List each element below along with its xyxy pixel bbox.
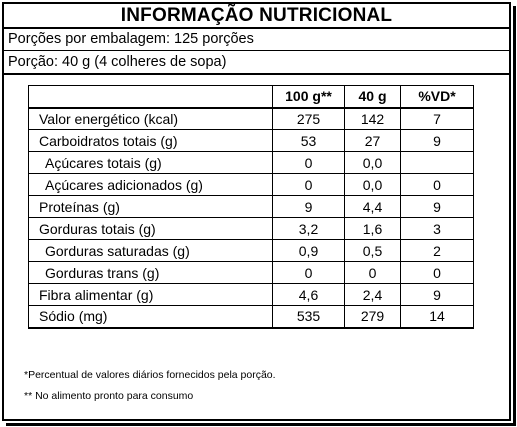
value-daily-percent: 14 — [400, 305, 474, 329]
value-per-100g: 4,6 — [272, 283, 345, 306]
nutrient-name: Proteínas (g) — [28, 195, 273, 218]
value-per-100g: 0 — [272, 173, 345, 196]
value-daily-percent: 9 — [400, 283, 474, 306]
value-per-40g: 279 — [344, 305, 401, 329]
value-per-40g: 0,0 — [344, 151, 401, 174]
value-per-40g: 1,6 — [344, 217, 401, 240]
table-row: Gorduras trans (g) 0 0 0 — [28, 261, 474, 284]
table-row: Açúcares adicionados (g) 0 0,0 0 — [28, 173, 474, 196]
table-row: Açúcares totais (g) 0 0,0 — [28, 151, 474, 174]
value-per-40g: 0 — [344, 261, 401, 284]
label-shadow-right — [513, 6, 516, 425]
value-per-100g: 3,2 — [272, 217, 345, 240]
nutrient-name: Sódio (mg) — [28, 305, 273, 329]
footnote-daily-value: *Percentual de valores diários fornecido… — [24, 369, 276, 381]
table-row: Valor energético (kcal) 275 142 7 — [28, 107, 474, 130]
table-row: Sódio (mg) 535 279 14 — [28, 305, 474, 329]
value-per-100g: 0 — [272, 261, 345, 284]
nutrient-name: Açúcares adicionados (g) — [28, 173, 273, 196]
table-row: Proteínas (g) 9 4,4 9 — [28, 195, 474, 218]
nutrient-name: Gorduras totais (g) — [28, 217, 273, 240]
value-per-40g: 0,0 — [344, 173, 401, 196]
nutrient-name: Gorduras saturadas (g) — [28, 239, 273, 262]
servings-per-package: Porções por embalagem: 125 porções — [8, 31, 254, 47]
value-per-40g: 0,5 — [344, 239, 401, 262]
value-daily-percent: 3 — [400, 217, 474, 240]
label-shadow-bottom — [6, 423, 516, 426]
table-row: Gorduras saturadas (g) 0,9 0,5 2 — [28, 239, 474, 262]
value-per-100g: 275 — [272, 107, 345, 130]
table-row: Gorduras totais (g) 3,2 1,6 3 — [28, 217, 474, 240]
nutrition-table: 100 g** 40 g %VD* Valor energético (kcal… — [28, 85, 474, 329]
nutrition-facts-label: INFORMAÇÃO NUTRICIONAL Porções por embal… — [2, 2, 511, 421]
value-per-100g: 0 — [272, 151, 345, 174]
value-daily-percent: 2 — [400, 239, 474, 262]
value-daily-percent: 0 — [400, 261, 474, 284]
value-per-100g: 535 — [272, 305, 345, 329]
table-header-row: 100 g** 40 g %VD* — [28, 85, 474, 109]
value-daily-percent: 9 — [400, 195, 474, 218]
value-daily-percent: 7 — [400, 107, 474, 130]
nutrient-name: Valor energético (kcal) — [28, 107, 273, 130]
header-per-100g: 100 g** — [272, 85, 345, 109]
value-daily-percent: 0 — [400, 173, 474, 196]
nutrient-name: Fibra alimentar (g) — [28, 283, 273, 306]
label-title: INFORMAÇÃO NUTRICIONAL — [4, 4, 509, 29]
nutrient-name: Gorduras trans (g) — [28, 261, 273, 284]
nutrient-name: Carboidratos totais (g) — [28, 129, 273, 152]
table-row: Carboidratos totais (g) 53 27 9 — [28, 129, 474, 152]
nutrient-name: Açúcares totais (g) — [28, 151, 273, 174]
value-per-40g: 142 — [344, 107, 401, 130]
value-per-100g: 9 — [272, 195, 345, 218]
header-nutrient — [28, 85, 273, 109]
footnote-ready-to-eat: ** No alimento pronto para consumo — [24, 390, 194, 402]
value-per-100g: 0,9 — [272, 239, 345, 262]
value-per-100g: 53 — [272, 129, 345, 152]
header-daily-value: %VD* — [400, 85, 474, 109]
divider-thick — [4, 73, 509, 75]
value-daily-percent — [400, 151, 474, 174]
value-per-40g: 4,4 — [344, 195, 401, 218]
divider — [4, 50, 509, 51]
header-per-40g: 40 g — [344, 85, 401, 109]
table-row: Fibra alimentar (g) 4,6 2,4 9 — [28, 283, 474, 306]
value-daily-percent: 9 — [400, 129, 474, 152]
serving-size: Porção: 40 g (4 colheres de sopa) — [8, 54, 227, 70]
value-per-40g: 27 — [344, 129, 401, 152]
value-per-40g: 2,4 — [344, 283, 401, 306]
